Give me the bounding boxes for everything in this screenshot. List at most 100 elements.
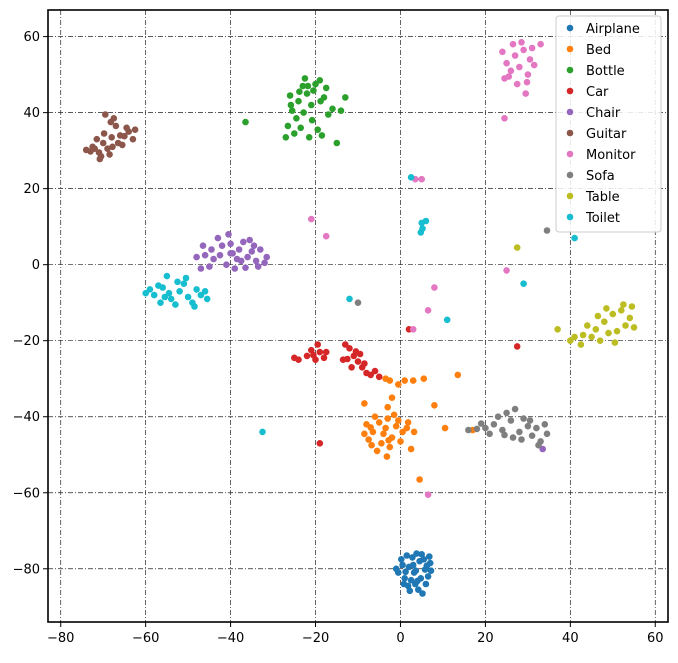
legend-marker xyxy=(566,45,574,53)
data-point xyxy=(333,139,341,147)
legend: Airplane Bed Bottle Car Chair Guitar Monitor So… xyxy=(555,15,662,233)
x-tick-label: 0 xyxy=(396,631,404,646)
data-point xyxy=(523,78,531,86)
data-point xyxy=(322,348,330,356)
data-point xyxy=(106,151,113,158)
legend-marker xyxy=(566,129,574,137)
data-point xyxy=(380,430,387,438)
data-point xyxy=(516,63,523,71)
data-point xyxy=(163,272,171,280)
data-point xyxy=(109,143,116,151)
data-point xyxy=(123,124,130,132)
x-tick-label: −80 xyxy=(47,631,74,646)
data-point xyxy=(431,284,438,291)
data-point xyxy=(419,590,426,597)
data-point xyxy=(316,348,324,356)
data-point xyxy=(354,299,362,307)
data-point xyxy=(513,343,521,350)
data-point xyxy=(297,124,305,132)
data-point xyxy=(240,238,247,246)
data-point xyxy=(577,341,585,348)
data-point xyxy=(339,356,347,364)
legend-marker xyxy=(566,24,574,32)
data-point xyxy=(201,288,209,295)
data-point xyxy=(317,97,324,105)
data-point xyxy=(314,341,322,348)
data-point xyxy=(102,111,109,118)
data-point xyxy=(199,242,207,249)
data-point xyxy=(511,405,519,413)
data-point xyxy=(197,265,205,272)
data-point xyxy=(413,550,420,557)
legend-label: Monitor xyxy=(586,148,636,163)
data-point xyxy=(356,350,364,358)
data-point xyxy=(129,135,137,143)
data-point xyxy=(518,436,525,443)
data-point xyxy=(231,265,239,272)
data-point xyxy=(490,421,498,428)
data-point xyxy=(409,561,417,569)
data-point xyxy=(191,303,198,310)
data-point xyxy=(248,248,256,255)
data-point xyxy=(392,565,400,573)
data-point xyxy=(218,242,226,249)
data-point xyxy=(592,326,600,333)
data-point xyxy=(441,424,449,432)
data-point xyxy=(494,413,502,421)
data-point xyxy=(107,118,115,126)
data-point xyxy=(513,80,521,88)
series-car xyxy=(291,326,521,447)
data-point xyxy=(312,80,319,88)
data-point xyxy=(375,373,383,381)
data-point xyxy=(501,115,508,122)
data-point xyxy=(419,225,426,232)
data-point xyxy=(342,341,349,348)
data-point xyxy=(284,122,292,130)
data-point xyxy=(416,476,423,483)
data-point xyxy=(499,48,506,56)
data-point xyxy=(348,364,355,371)
data-point xyxy=(367,371,375,379)
grid-lines xyxy=(48,10,668,622)
plot-frame xyxy=(47,9,669,623)
data-point xyxy=(423,562,431,569)
series-monitor xyxy=(308,39,544,499)
data-point xyxy=(431,402,438,409)
data-point xyxy=(520,415,527,422)
data-point xyxy=(477,420,485,427)
data-point xyxy=(473,425,481,433)
data-point xyxy=(424,491,432,499)
data-point xyxy=(176,288,183,295)
data-point xyxy=(509,434,517,441)
data-point xyxy=(329,105,336,113)
data-point xyxy=(368,441,375,449)
y-tick-label: 60 xyxy=(23,30,40,45)
data-point xyxy=(424,573,432,580)
data-point xyxy=(300,109,307,116)
data-point xyxy=(418,551,426,558)
data-point xyxy=(409,326,417,333)
data-point xyxy=(167,295,175,303)
data-point xyxy=(244,253,251,261)
data-point xyxy=(541,421,549,428)
data-point xyxy=(407,445,415,453)
data-point xyxy=(301,75,309,82)
data-point xyxy=(454,371,462,379)
data-point xyxy=(543,227,551,234)
data-point xyxy=(254,263,262,270)
data-point xyxy=(427,567,435,574)
x-tick-label: −60 xyxy=(132,631,159,646)
data-point xyxy=(501,431,508,439)
data-point xyxy=(174,278,181,286)
data-point xyxy=(308,101,315,109)
data-point xyxy=(385,437,392,444)
legend-label: Sofa xyxy=(586,169,615,184)
data-point xyxy=(518,39,525,46)
data-point xyxy=(520,46,527,54)
data-point xyxy=(395,417,402,424)
data-point xyxy=(526,56,534,63)
legend-label: Airplane xyxy=(586,22,640,37)
data-point xyxy=(611,339,619,346)
x-tick-label: 60 xyxy=(647,631,664,646)
data-point xyxy=(259,428,266,436)
